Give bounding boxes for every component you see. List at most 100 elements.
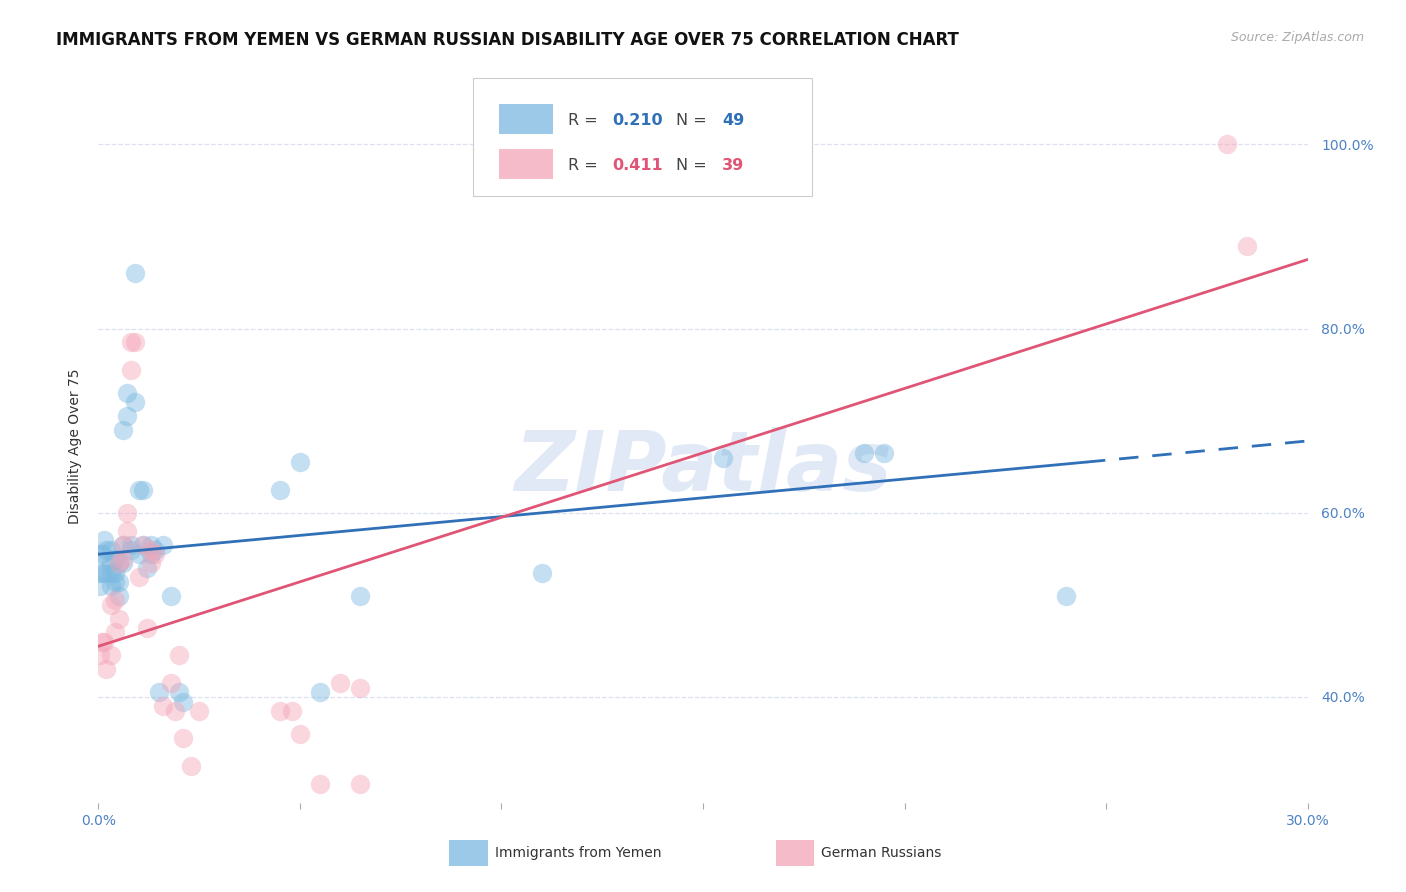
Point xyxy=(167,685,190,699)
Y-axis label: Disability Age Over 75: Disability Age Over 75 xyxy=(69,368,83,524)
Point xyxy=(167,648,190,663)
Text: 49: 49 xyxy=(723,113,745,128)
Point xyxy=(172,694,194,708)
Point xyxy=(152,538,174,552)
Point xyxy=(132,538,155,552)
Point xyxy=(96,566,118,580)
Point xyxy=(100,566,122,580)
Point xyxy=(120,363,142,377)
Point xyxy=(143,547,166,561)
Point xyxy=(107,557,129,571)
Point xyxy=(135,621,157,635)
Point xyxy=(128,483,150,497)
Point xyxy=(349,777,371,791)
Point xyxy=(135,561,157,575)
Point xyxy=(288,455,311,469)
Point xyxy=(120,335,142,350)
Point xyxy=(115,409,138,423)
Point xyxy=(93,533,115,548)
Point xyxy=(89,648,111,663)
Point xyxy=(269,483,291,497)
Point xyxy=(148,685,170,699)
Point xyxy=(107,574,129,589)
Text: ZIPatlas: ZIPatlas xyxy=(515,427,891,508)
FancyBboxPatch shape xyxy=(449,840,488,865)
Point xyxy=(89,579,111,593)
Point xyxy=(107,589,129,603)
Point xyxy=(711,450,734,465)
Point xyxy=(1216,137,1239,152)
Text: IMMIGRANTS FROM YEMEN VS GERMAN RUSSIAN DISABILITY AGE OVER 75 CORRELATION CHART: IMMIGRANTS FROM YEMEN VS GERMAN RUSSIAN … xyxy=(56,31,959,49)
Point xyxy=(103,625,125,640)
Point xyxy=(160,589,183,603)
Point xyxy=(139,547,162,561)
Text: R =: R = xyxy=(568,113,602,128)
Point xyxy=(132,538,155,552)
Text: 0.411: 0.411 xyxy=(613,158,664,172)
Point xyxy=(124,266,146,280)
Point xyxy=(100,648,122,663)
Point xyxy=(281,704,304,718)
Point xyxy=(128,547,150,561)
Point xyxy=(309,685,332,699)
Text: Source: ZipAtlas.com: Source: ZipAtlas.com xyxy=(1230,31,1364,45)
Point xyxy=(103,593,125,607)
Point xyxy=(91,547,114,561)
Text: 0.210: 0.210 xyxy=(613,113,664,128)
Point xyxy=(100,598,122,612)
Point xyxy=(91,566,114,580)
Point xyxy=(100,542,122,557)
Point xyxy=(329,676,352,690)
Point xyxy=(853,446,876,460)
Point xyxy=(96,662,118,676)
Point xyxy=(873,446,896,460)
Point xyxy=(172,731,194,746)
Point xyxy=(152,699,174,714)
Point xyxy=(103,574,125,589)
Point xyxy=(115,524,138,538)
Point xyxy=(1054,589,1077,603)
Point xyxy=(269,704,291,718)
Point xyxy=(139,538,162,552)
Point xyxy=(111,538,134,552)
Point xyxy=(100,579,122,593)
Point xyxy=(115,506,138,520)
Text: N =: N = xyxy=(676,113,713,128)
Point xyxy=(288,727,311,741)
Point xyxy=(111,557,134,571)
Point xyxy=(100,557,122,571)
Text: 39: 39 xyxy=(723,158,745,172)
FancyBboxPatch shape xyxy=(474,78,811,196)
Point xyxy=(309,777,332,791)
Point xyxy=(132,483,155,497)
Point xyxy=(115,386,138,401)
Point xyxy=(91,634,114,648)
Point xyxy=(163,704,186,718)
FancyBboxPatch shape xyxy=(499,104,553,135)
Point xyxy=(180,759,202,773)
Point xyxy=(103,566,125,580)
Point xyxy=(349,589,371,603)
Point xyxy=(160,676,183,690)
Point xyxy=(128,570,150,584)
Point xyxy=(1236,238,1258,252)
Point xyxy=(124,395,146,409)
FancyBboxPatch shape xyxy=(499,149,553,178)
Point xyxy=(91,547,114,561)
Point xyxy=(111,551,134,566)
Point xyxy=(107,557,129,571)
Point xyxy=(530,566,553,580)
Point xyxy=(139,557,162,571)
FancyBboxPatch shape xyxy=(776,840,814,865)
Point xyxy=(139,542,162,557)
Point xyxy=(89,566,111,580)
Point xyxy=(349,681,371,695)
Point xyxy=(143,542,166,557)
Point xyxy=(188,704,211,718)
Point xyxy=(93,634,115,648)
Text: N =: N = xyxy=(676,158,713,172)
Point xyxy=(103,551,125,566)
Text: German Russians: German Russians xyxy=(821,846,942,860)
Text: R =: R = xyxy=(568,158,602,172)
Point xyxy=(111,423,134,437)
